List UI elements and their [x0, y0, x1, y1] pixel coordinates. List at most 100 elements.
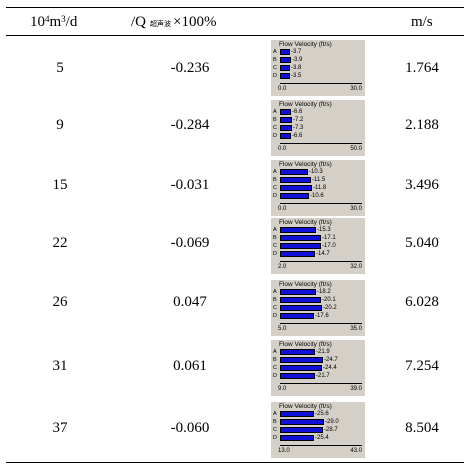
velocity-bar [280, 235, 321, 241]
bar-value: -25.4 [315, 435, 329, 441]
bar-label: D [273, 373, 277, 379]
chart-axis [280, 445, 362, 446]
bar-value: -10.3 [309, 169, 323, 175]
bar-label: D [273, 73, 277, 79]
speed-cell: 3.496 [405, 177, 439, 193]
bar-label: A [273, 49, 277, 55]
bar-label: C [273, 427, 277, 433]
velocity-bar [280, 365, 322, 371]
velocity-bar [280, 125, 292, 131]
axis-min-label: 13.0 [278, 448, 290, 454]
bar-value: -29.0 [325, 419, 339, 425]
header-deviation: /Q 超声波 ×100% [131, 13, 216, 33]
table-header-rule [6, 35, 464, 36]
velocity-bar [280, 251, 315, 257]
axis-min-label: 5.0 [278, 326, 287, 332]
bar-label: B [273, 57, 277, 63]
velocity-bar [280, 349, 315, 355]
axis-max-label: 43.0 [350, 448, 362, 454]
speed-cell: 6.028 [405, 294, 439, 310]
axis-min-label: 0.0 [278, 146, 287, 152]
chart-axis [280, 383, 362, 384]
bar-value: -17.6 [315, 313, 329, 319]
deviation-sub: 超声波 [150, 20, 171, 28]
velocity-bar [280, 185, 312, 191]
bar-value: -20.1 [322, 297, 336, 303]
bar-label: A [273, 289, 277, 295]
axis-min-label: 0.0 [278, 206, 287, 212]
velocity-bar [280, 243, 321, 249]
deviation-cell: 0.061 [173, 358, 207, 374]
bar-value: -14.7 [316, 251, 330, 257]
bar-value: -17.0 [322, 243, 336, 249]
flow-unit-tail: /d [65, 14, 78, 30]
velocity-bar [280, 65, 290, 71]
bar-value: -7.3 [293, 125, 304, 131]
bar-value: -21.7 [316, 373, 330, 379]
bar-label: C [273, 185, 277, 191]
speed-cell: 8.504 [405, 420, 439, 436]
chart-title: Flow Velocity (ft/s) [279, 219, 332, 226]
flow-velocity-chart: Flow Velocity (ft/s) A -3.7 B -3.9 C -3.8 D -3.5… [271, 40, 365, 96]
bar-label: B [273, 357, 277, 363]
chart-axis [280, 203, 362, 204]
bar-label: B [273, 235, 277, 241]
velocity-bar [280, 419, 324, 425]
chart-axis [280, 83, 362, 84]
velocity-bar [280, 117, 292, 123]
chart-axis [280, 323, 362, 324]
axis-min-label: 0.0 [278, 86, 287, 92]
bar-value: -10.6 [310, 193, 324, 199]
deviation-cell: 0.047 [173, 294, 207, 310]
velocity-bar [280, 435, 314, 441]
axis-max-label: 39.0 [350, 386, 362, 392]
velocity-bar [280, 297, 321, 303]
velocity-bar [280, 289, 316, 295]
axis-max-label: 30.0 [350, 86, 362, 92]
bar-value: -21.9 [316, 349, 330, 355]
flow-cell: 26 [52, 294, 68, 310]
velocity-bar [280, 227, 316, 233]
bar-label: D [273, 133, 277, 139]
bar-label: A [273, 349, 277, 355]
flow-cell: 9 [56, 117, 64, 133]
flow-unit-exp1: 4 [45, 14, 50, 24]
bar-label: A [273, 109, 277, 115]
chart-title: Flow Velocity (ft/s) [279, 403, 332, 410]
chart-title: Flow Velocity (ft/s) [279, 41, 332, 48]
bar-label: D [273, 313, 277, 319]
deviation-prefix: /Q [131, 14, 146, 30]
axis-max-label: 30.0 [350, 206, 362, 212]
velocity-bar [280, 313, 314, 319]
bar-value: -28.7 [324, 427, 338, 433]
bar-value: -6.6 [292, 133, 303, 139]
header-flow-unit: 104m3/d [30, 13, 77, 31]
flow-unit-base: 10 [30, 14, 45, 30]
chart-title: Flow Velocity (ft/s) [279, 281, 332, 288]
speed-cell: 1.764 [405, 60, 439, 76]
bar-value: -17.1 [322, 235, 336, 241]
bar-label: C [273, 305, 277, 311]
chart-axis [280, 143, 362, 144]
bar-value: -15.3 [317, 227, 331, 233]
bar-label: B [273, 419, 277, 425]
velocity-bar [280, 193, 309, 199]
deviation-cell: -0.060 [170, 420, 210, 436]
velocity-bar [280, 109, 291, 115]
header-speed-unit: m/s [411, 14, 433, 30]
speed-cell: 2.188 [405, 117, 439, 133]
velocity-bar [280, 73, 290, 79]
velocity-bar [280, 305, 322, 311]
table-bottom-rule [6, 462, 464, 463]
velocity-bar [280, 411, 314, 417]
flow-cell: 37 [52, 420, 68, 436]
flow-velocity-chart: Flow Velocity (ft/s) A -21.9 B -24.7 C -24.4 D -… [271, 340, 365, 396]
flow-velocity-chart: Flow Velocity (ft/s) A -6.6 B -7.2 C -7.3 D -6.6… [271, 100, 365, 156]
bar-value: -3.5 [291, 73, 302, 79]
bar-value: -18.2 [317, 289, 331, 295]
velocity-bar [280, 373, 315, 379]
bar-label: A [273, 411, 277, 417]
chart-axis [280, 261, 362, 262]
flow-unit-mid: m [49, 14, 62, 30]
flow-velocity-chart: Flow Velocity (ft/s) A -18.2 B -20.1 C -20.2 D -… [271, 280, 365, 336]
